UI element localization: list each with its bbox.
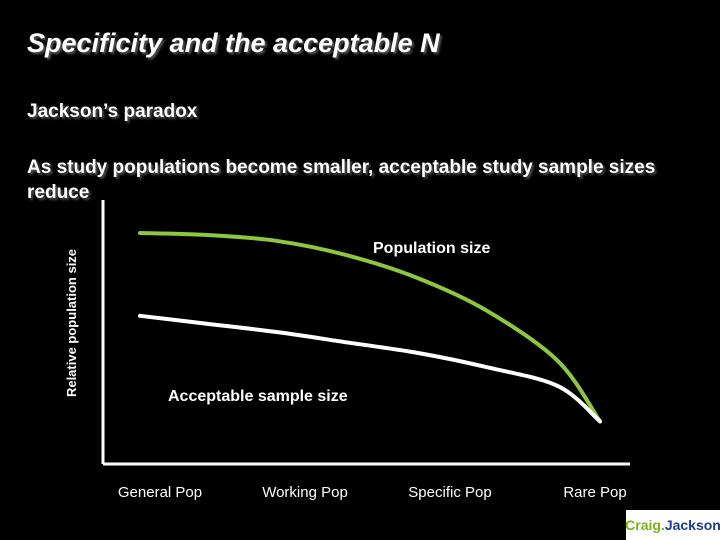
x-tick-label: Rare Pop — [563, 484, 626, 501]
series-layer — [138, 231, 602, 424]
x-tick-labels: General Pop Working Pop Specific Pop Rare P… — [118, 484, 627, 501]
acceptable-sample-size-line — [138, 313, 602, 424]
slide-title: Specificity and the acceptable N — [27, 28, 440, 58]
x-tick-label: General Pop — [118, 484, 202, 501]
acceptable-sample-size-annotation: Acceptable sample size — [168, 388, 348, 405]
slide-body-text: As study populations become smaller, acc… — [27, 157, 656, 203]
axes — [101, 200, 630, 466]
y-axis-label: Relative population size — [64, 249, 79, 397]
logo-dot: . — [660, 517, 665, 533]
craig-jackson-logo: Craig. Jackson — [625, 510, 720, 540]
x-tick-label: Specific Pop — [408, 484, 491, 501]
x-tick-label: Working Pop — [262, 484, 348, 501]
population-size-annotation: Population size — [373, 240, 490, 257]
slide-subtitle: Jackson’s paradox — [27, 101, 198, 122]
logo-last: Jackson — [664, 517, 720, 533]
logo-first: Craig — [625, 517, 661, 533]
population-size-line — [138, 231, 602, 424]
